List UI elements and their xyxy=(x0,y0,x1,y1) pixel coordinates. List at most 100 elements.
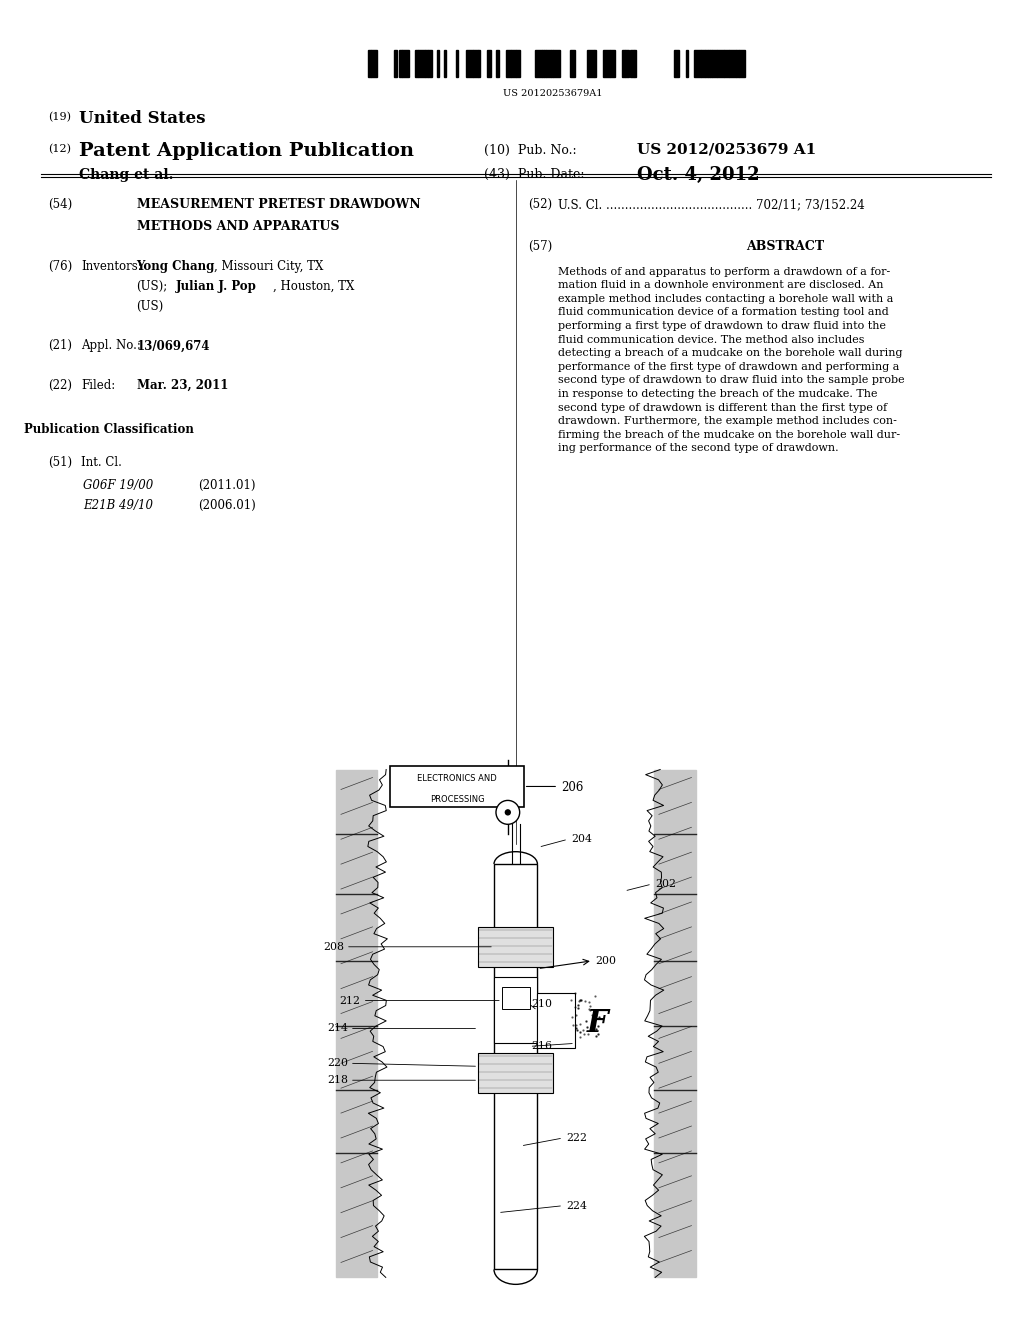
Text: Oct. 4, 2012: Oct. 4, 2012 xyxy=(637,166,760,183)
Bar xyxy=(415,50,418,78)
Text: 202: 202 xyxy=(655,879,676,890)
Bar xyxy=(478,1053,553,1093)
Text: United States: United States xyxy=(79,111,206,127)
Text: Yong Chang: Yong Chang xyxy=(136,260,215,273)
Text: (57): (57) xyxy=(528,240,553,252)
Text: (19): (19) xyxy=(48,112,71,123)
Bar xyxy=(626,50,629,78)
Text: U.S. Cl. ....................................... 702/11; 73/152.24: U.S. Cl. ...............................… xyxy=(558,198,865,211)
Bar xyxy=(674,50,679,78)
Text: (2011.01): (2011.01) xyxy=(198,479,255,492)
Text: Patent Application Publication: Patent Application Publication xyxy=(79,143,415,160)
Bar xyxy=(609,50,615,78)
Text: , Missouri City, TX: , Missouri City, TX xyxy=(214,260,323,273)
Bar xyxy=(603,50,609,78)
Text: (2006.01): (2006.01) xyxy=(198,499,256,512)
Text: 218: 218 xyxy=(327,1076,348,1085)
Bar xyxy=(402,50,410,78)
Bar xyxy=(694,50,701,78)
FancyBboxPatch shape xyxy=(390,766,523,808)
Bar xyxy=(686,50,687,78)
Text: 206: 206 xyxy=(561,781,584,793)
Text: (10)  Pub. No.:: (10) Pub. No.: xyxy=(484,144,577,157)
Bar xyxy=(511,50,516,78)
Text: 222: 222 xyxy=(566,1133,587,1143)
Text: Publication Classification: Publication Classification xyxy=(24,422,194,436)
Text: (US): (US) xyxy=(136,300,164,313)
Text: ABSTRACT: ABSTRACT xyxy=(746,240,824,252)
Text: (76): (76) xyxy=(48,260,72,273)
Text: Int. Cl.: Int. Cl. xyxy=(81,455,122,469)
Text: (21): (21) xyxy=(48,339,72,352)
Bar xyxy=(536,50,543,78)
Bar xyxy=(425,50,428,78)
Bar xyxy=(736,50,739,78)
Bar xyxy=(443,50,445,78)
Bar xyxy=(538,993,574,1048)
Text: G06F 19/00: G06F 19/00 xyxy=(83,479,154,492)
Text: Chang et al.: Chang et al. xyxy=(79,168,174,182)
Bar xyxy=(543,50,544,78)
Bar xyxy=(418,50,425,78)
Bar xyxy=(494,865,538,1270)
Bar xyxy=(631,50,634,78)
Bar xyxy=(428,50,432,78)
Text: ELECTRONICS AND: ELECTRONICS AND xyxy=(417,774,497,783)
Bar xyxy=(487,50,490,78)
Text: 212: 212 xyxy=(340,995,360,1006)
Text: , Houston, TX: , Houston, TX xyxy=(272,280,354,293)
Text: (51): (51) xyxy=(48,455,72,469)
Text: Methods of and apparatus to perform a drawdown of a for-
mation fluid in a downh: Methods of and apparatus to perform a dr… xyxy=(558,267,905,454)
Bar xyxy=(437,50,438,78)
Text: (12): (12) xyxy=(48,144,71,154)
Bar xyxy=(654,770,696,1278)
Bar xyxy=(516,50,520,78)
Bar xyxy=(594,50,596,78)
Bar xyxy=(705,50,709,78)
Bar xyxy=(570,50,575,78)
Bar xyxy=(399,50,402,78)
Text: 204: 204 xyxy=(571,834,592,845)
Text: (54): (54) xyxy=(48,198,72,211)
Text: 210: 210 xyxy=(531,998,553,1008)
Bar xyxy=(478,50,480,78)
Bar xyxy=(588,50,594,78)
Circle shape xyxy=(506,810,510,814)
Bar xyxy=(551,50,553,78)
Text: PROCESSING: PROCESSING xyxy=(430,796,484,804)
Bar xyxy=(634,50,636,78)
Text: 13/069,674: 13/069,674 xyxy=(136,339,210,352)
Bar xyxy=(709,50,710,78)
Bar xyxy=(546,50,551,78)
Text: 214: 214 xyxy=(327,1023,348,1034)
Text: E21B 49/10: E21B 49/10 xyxy=(83,499,154,512)
Text: F: F xyxy=(587,1008,608,1039)
Bar xyxy=(478,927,553,966)
Bar xyxy=(544,50,546,78)
Text: US 20120253679A1: US 20120253679A1 xyxy=(504,90,603,99)
Text: METHODS AND APPARATUS: METHODS AND APPARATUS xyxy=(136,220,339,232)
Text: 216: 216 xyxy=(531,1041,553,1051)
Bar xyxy=(712,50,717,78)
Bar xyxy=(372,50,377,78)
Text: MEASUREMENT PRETEST DRAWDOWN: MEASUREMENT PRETEST DRAWDOWN xyxy=(136,198,420,211)
Bar xyxy=(496,50,499,78)
Bar xyxy=(724,50,729,78)
Circle shape xyxy=(496,800,519,824)
Bar xyxy=(494,977,538,1043)
Bar xyxy=(553,50,560,78)
Bar xyxy=(717,50,724,78)
Bar xyxy=(701,50,705,78)
Text: US 2012/0253679 A1: US 2012/0253679 A1 xyxy=(637,143,816,156)
Bar xyxy=(502,986,529,1008)
Bar xyxy=(729,50,736,78)
Text: 200: 200 xyxy=(596,956,616,966)
Bar xyxy=(466,50,473,78)
Text: (43)  Pub. Date:: (43) Pub. Date: xyxy=(484,168,585,181)
Text: (52): (52) xyxy=(528,198,553,211)
Text: Julian J. Pop: Julian J. Pop xyxy=(176,280,257,293)
Bar xyxy=(336,770,378,1278)
Bar xyxy=(622,50,626,78)
Bar xyxy=(473,50,478,78)
Text: Mar. 23, 2011: Mar. 23, 2011 xyxy=(136,379,228,392)
